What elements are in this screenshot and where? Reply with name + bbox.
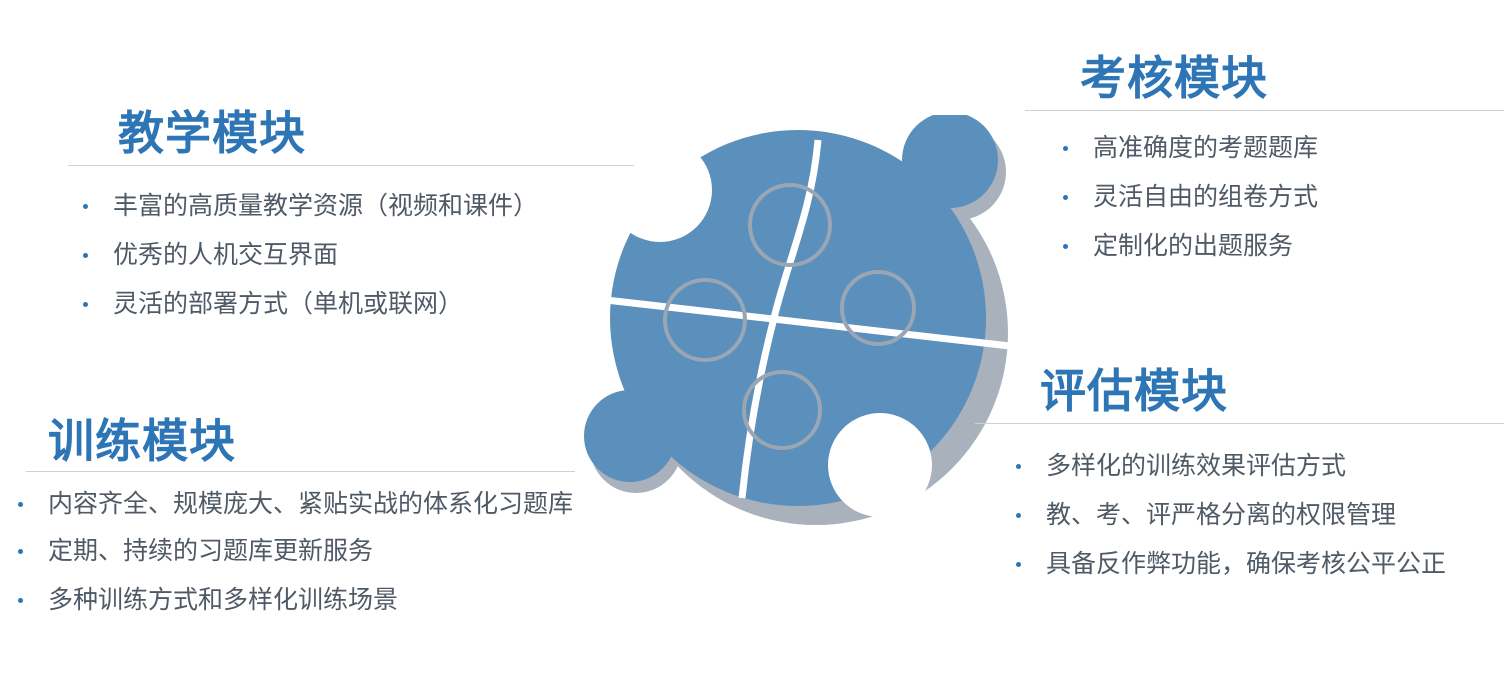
teaching-module-title: 教学模块: [118, 106, 306, 160]
teaching-divider: [68, 165, 634, 166]
exam-module-title: 考核模块: [1080, 51, 1268, 105]
puzzle-circle-graphic: [584, 115, 1011, 525]
exam-feature-item: 灵活自由的组卷方式: [1060, 184, 1318, 209]
training-feature-list: 内容齐全、规模庞大、紧贴实战的体系化习题库 定期、持续的习题库更新服务 多种训练…: [15, 491, 573, 612]
puzzle-face: [584, 115, 998, 517]
puzzle-seams: [605, 139, 1011, 499]
training-feature-item: 定期、持续的习题库更新服务: [15, 538, 573, 563]
exam-divider: [1025, 110, 1504, 111]
evaluation-feature-item: 教、考、评严格分离的权限管理: [1013, 502, 1446, 527]
evaluation-feature-item: 具备反作弊功能，确保考核公平公正: [1013, 551, 1446, 576]
exam-feature-list: 高准确度的考题题库 灵活自由的组卷方式 定制化的出题服务: [1060, 135, 1318, 258]
exam-feature-item: 高准确度的考题题库: [1060, 135, 1318, 160]
evaluation-feature-item: 多样化的训练效果评估方式: [1013, 453, 1446, 478]
training-module-title: 训练模块: [48, 414, 236, 468]
exam-feature-item: 定制化的出题服务: [1060, 233, 1318, 258]
evaluation-divider: [975, 423, 1504, 424]
teaching-feature-item: 灵活的部署方式（单机或联网）: [80, 291, 538, 316]
teaching-feature-item: 丰富的高质量教学资源（视频和课件）: [80, 193, 538, 218]
training-divider: [26, 471, 575, 472]
teaching-feature-item: 优秀的人机交互界面: [80, 242, 538, 267]
teaching-feature-list: 丰富的高质量教学资源（视频和课件） 优秀的人机交互界面 灵活的部署方式（单机或联…: [80, 193, 538, 316]
evaluation-feature-list: 多样化的训练效果评估方式 教、考、评严格分离的权限管理 具备反作弊功能，确保考核…: [1013, 453, 1446, 576]
evaluation-module-title: 评估模块: [1040, 364, 1228, 418]
training-feature-item: 内容齐全、规模庞大、紧贴实战的体系化习题库: [15, 491, 573, 516]
training-feature-item: 多种训练方式和多样化训练场景: [15, 587, 573, 612]
